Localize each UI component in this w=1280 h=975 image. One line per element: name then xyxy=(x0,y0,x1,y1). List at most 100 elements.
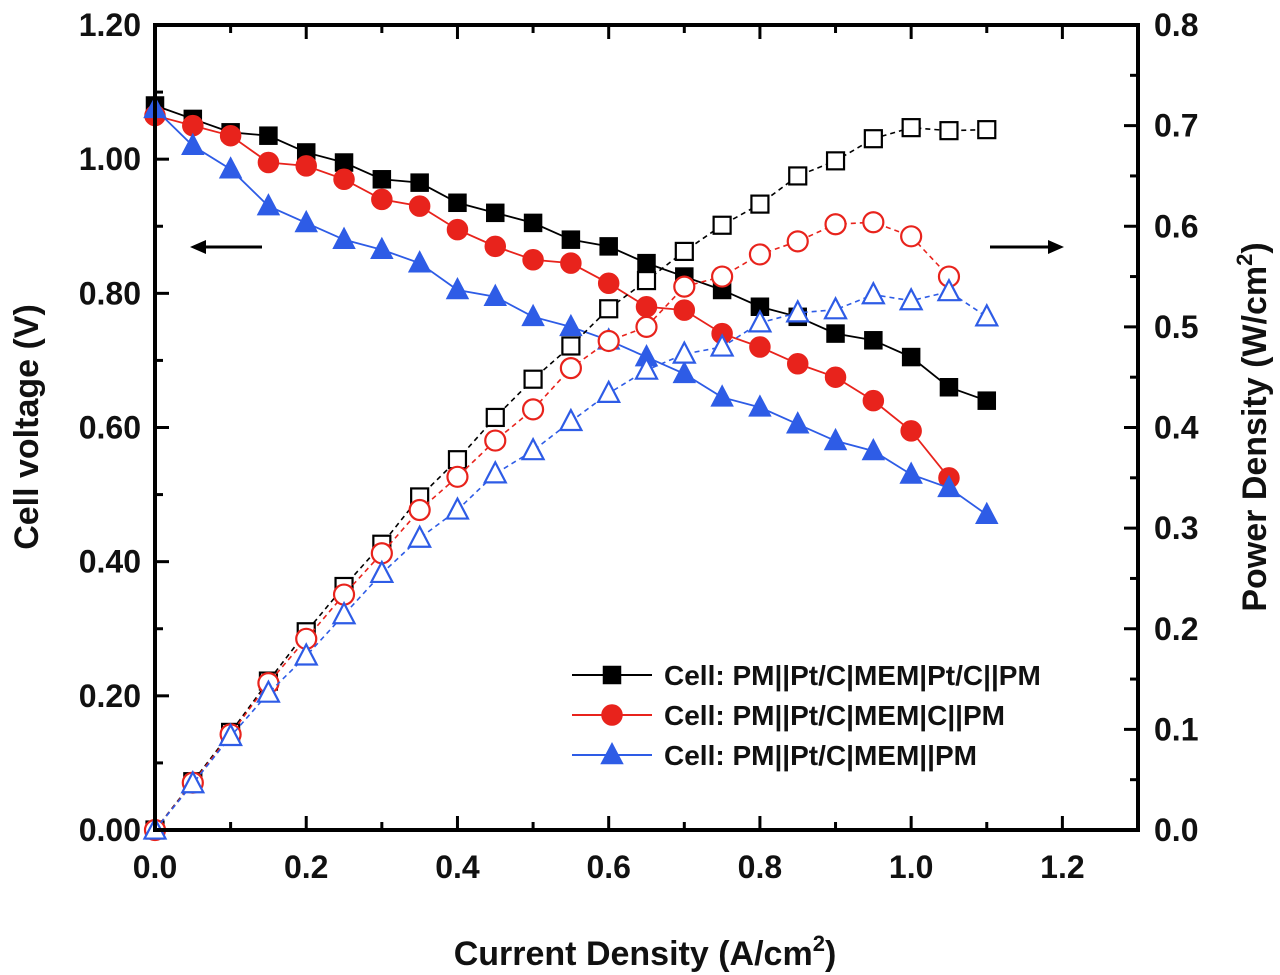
voltage-point-series-2 xyxy=(824,366,847,388)
voltage-point-series-1 xyxy=(826,324,845,343)
voltage-point-series-2 xyxy=(446,218,469,241)
y-left-tick-label: 0.20 xyxy=(79,678,141,714)
left-y-axis-title: Cell voltage (V) xyxy=(8,304,46,550)
voltage-point-series-2 xyxy=(371,188,393,211)
voltage-point-series-3 xyxy=(181,132,205,156)
voltage-point-series-2 xyxy=(484,235,507,258)
right-axis-arrow xyxy=(990,240,1064,254)
voltage-point-series-3 xyxy=(559,313,583,337)
power-point-series-1 xyxy=(939,121,959,141)
voltage-point-series-3 xyxy=(785,411,810,434)
power-point-series-3 xyxy=(671,340,697,364)
power-point-series-1 xyxy=(523,369,543,389)
voltage-point-series-1 xyxy=(486,203,505,223)
power-point-series-3 xyxy=(747,309,773,333)
voltage-point-series-2 xyxy=(786,353,809,375)
power-point-series-1 xyxy=(561,336,581,356)
voltage-point-series-2 xyxy=(219,124,242,147)
power-point-series-3 xyxy=(936,277,962,302)
voltage-point-series-2 xyxy=(408,195,431,217)
voltage-line-series-3 xyxy=(154,108,988,516)
voltage-point-series-1 xyxy=(448,193,467,213)
voltage-point-series-3 xyxy=(823,427,848,451)
power-point-series-2 xyxy=(446,465,469,488)
power-point-series-3 xyxy=(898,286,924,311)
voltage-point-series-3 xyxy=(861,437,886,461)
voltage-point-series-2 xyxy=(900,420,922,442)
power-point-series-3 xyxy=(180,769,206,794)
voltage-point-series-2 xyxy=(560,252,582,274)
power-point-series-2 xyxy=(521,398,545,421)
power-point-series-2 xyxy=(635,315,658,338)
voltage-point-series-3 xyxy=(407,250,432,273)
voltage-point-series-3 xyxy=(899,461,923,484)
power-point-series-3 xyxy=(520,436,546,461)
voltage-point-series-1 xyxy=(334,153,354,172)
power-point-series-1 xyxy=(485,407,505,428)
power-point-series-3 xyxy=(558,407,584,432)
voltage-point-series-2 xyxy=(862,389,885,412)
left-axis-arrow xyxy=(190,240,262,254)
power-point-series-1 xyxy=(901,118,921,138)
voltage-point-series-1 xyxy=(561,230,581,249)
y-right-tick-label: 0.8 xyxy=(1154,7,1198,43)
voltage-point-series-2 xyxy=(333,168,355,191)
power-curves xyxy=(142,118,1000,842)
x-tick-label: 1.0 xyxy=(889,849,933,885)
voltage-point-series-1 xyxy=(259,126,278,145)
power-point-series-3 xyxy=(331,600,357,625)
power-point-series-2 xyxy=(559,357,582,380)
y-right-tick-label: 0.5 xyxy=(1154,309,1198,345)
plot-area-frame xyxy=(153,23,1140,832)
power-point-series-3 xyxy=(634,356,659,380)
y-left-tick-label: 1.00 xyxy=(79,141,141,177)
y-right-tick-label: 0.6 xyxy=(1154,208,1198,244)
y-right-tick-label: 0.7 xyxy=(1154,108,1198,144)
legend-label-1: Cell: PM||Pt/C|MEM|Pt/C||PM xyxy=(664,660,1041,691)
power-point-series-1 xyxy=(674,241,694,262)
voltage-point-series-3 xyxy=(521,303,545,327)
axis-ticks: 0.0 0.2 0.4 0.6 0.8 1.0 1.2 0.00 0.20 0.40 0.60 0.8… xyxy=(79,7,1199,885)
voltage-point-series-1 xyxy=(410,173,429,192)
y-left-tick-label: 1.20 xyxy=(79,7,141,43)
power-point-series-2 xyxy=(900,225,923,248)
y-left-tick-label: 0.00 xyxy=(79,812,141,848)
power-point-series-3 xyxy=(823,296,848,320)
y-left-tick-label: 0.60 xyxy=(79,410,141,446)
voltage-point-series-3 xyxy=(294,209,318,233)
voltage-point-series-2 xyxy=(522,249,544,271)
power-point-series-2 xyxy=(408,498,431,522)
y-right-tick-label: 0.2 xyxy=(1154,611,1198,647)
power-point-series-3 xyxy=(369,559,395,584)
voltage-point-series-1 xyxy=(864,331,883,350)
power-point-series-2 xyxy=(748,243,772,266)
legend-marker-3 xyxy=(600,741,624,765)
power-point-series-3 xyxy=(218,722,243,747)
x-tick-label: 0.6 xyxy=(586,849,630,885)
voltage-point-series-3 xyxy=(370,236,394,260)
voltage-point-series-3 xyxy=(256,193,281,216)
voltage-point-series-2 xyxy=(257,151,280,174)
voltage-line-series-2 xyxy=(154,114,950,479)
x-tick-label: 0.2 xyxy=(284,849,328,885)
x-tick-label: 0.0 xyxy=(133,849,177,885)
voltage-point-series-2 xyxy=(295,155,317,177)
power-point-series-3 xyxy=(482,460,508,484)
voltage-point-series-3 xyxy=(975,501,999,525)
y-left-tick-label: 0.40 xyxy=(79,544,141,580)
legend-label-2: Cell: PM||Pt/C|MEM|C||PM xyxy=(664,700,1005,731)
y-right-tick-label: 0.1 xyxy=(1154,711,1198,747)
legend-label-3: Cell: PM||Pt/C|MEM||PM xyxy=(664,740,977,771)
voltage-point-series-2 xyxy=(597,272,620,295)
right-y-axis-title: Power Density (W/cm2) xyxy=(1232,242,1274,611)
power-point-series-1 xyxy=(750,194,770,214)
power-point-series-3 xyxy=(709,333,735,357)
voltage-point-series-3 xyxy=(445,276,470,300)
voltage-point-series-3 xyxy=(483,283,508,306)
y-left-tick-label: 0.80 xyxy=(79,275,141,311)
power-point-series-1 xyxy=(977,120,997,140)
voltage-point-series-2 xyxy=(182,114,204,137)
y-right-tick-label: 0.4 xyxy=(1154,410,1199,446)
legend-marker-1 xyxy=(602,665,622,685)
